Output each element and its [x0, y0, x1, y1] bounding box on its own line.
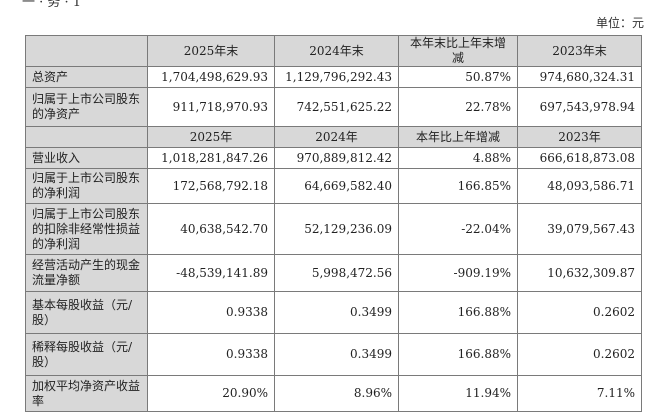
value-cell: 974,680,324.31 [517, 66, 642, 88]
value-cell: 20.90% [147, 375, 275, 412]
table-row: 总资产 1,704,498,629.93 1,129,796,292.43 50… [25, 66, 642, 88]
header-cell-2025: 2025年 [147, 126, 275, 148]
value-cell: 39,079,567.43 [517, 203, 642, 255]
value-cell: 64,669,582.40 [274, 168, 399, 204]
value-cell: 8.96% [274, 375, 399, 412]
header-cell-yoy-change: 本年比上年增减 [398, 126, 518, 148]
row-label: 稀释每股收益（元/股） [25, 333, 148, 376]
value-cell: 911,718,970.93 [147, 87, 275, 127]
value-cell: 4.88% [398, 147, 518, 169]
header-cell-2024-end: 2024年末 [274, 35, 399, 67]
header-cell-yoy-change-end: 本年末比上年末增减 [398, 35, 518, 67]
table-row: 基本每股收益（元/股） 0.9338 0.3499 166.88% 0.2602 [25, 291, 642, 334]
table-row: 归属于上市公司股东的净资产 911,718,970.93 742,551,625… [25, 87, 642, 127]
row-label: 归属于上市公司股东的净资产 [25, 87, 148, 127]
value-cell: 7.11% [517, 375, 642, 412]
row-label: 经营活动产生的现金流量净额 [25, 254, 148, 292]
value-cell: 697,543,978.94 [517, 87, 642, 127]
value-cell: 166.88% [398, 333, 518, 376]
header-cell-2023-end: 2023年末 [517, 35, 642, 67]
value-cell: 0.2602 [517, 291, 642, 334]
value-cell: 172,568,792.18 [147, 168, 275, 204]
table-row: 归属于上市公司股东的净利润 172,568,792.18 64,669,582.… [25, 168, 642, 204]
value-cell: -22.04% [398, 203, 518, 255]
value-cell: 0.3499 [274, 333, 399, 376]
value-cell: 5,998,472.56 [274, 254, 399, 292]
table-row: 归属于上市公司股东的扣除非经常性损益的净利润 40,638,542.70 52,… [25, 203, 642, 255]
value-cell: 0.2602 [517, 333, 642, 376]
value-cell: 166.88% [398, 291, 518, 334]
table2-header-row: 2025年 2024年 本年比上年增减 2023年 [25, 126, 642, 148]
previous-section-fragment: 一 · 务 · 1 [22, 0, 82, 10]
row-label: 营业收入 [25, 147, 148, 169]
row-label: 基本每股收益（元/股） [25, 291, 148, 334]
table-row: 经营活动产生的现金流量净额 -48,539,141.89 5,998,472.5… [25, 254, 642, 292]
row-label: 归属于上市公司股东的净利润 [25, 168, 148, 204]
value-cell: 166.85% [398, 168, 518, 204]
row-label: 归属于上市公司股东的扣除非经常性损益的净利润 [25, 203, 148, 255]
value-cell: 0.9338 [147, 333, 275, 376]
value-cell: 1,704,498,629.93 [147, 66, 275, 88]
row-label: 加权平均净资产收益率 [25, 375, 148, 412]
table-row: 营业收入 1,018,281,847.26 970,889,812.42 4.8… [25, 147, 642, 169]
header-cell-2025-end: 2025年末 [147, 35, 275, 67]
table-row: 加权平均净资产收益率 20.90% 8.96% 11.94% 7.11% [25, 375, 642, 412]
value-cell: -48,539,141.89 [147, 254, 275, 292]
table-row: 稀释每股收益（元/股） 0.9338 0.3499 166.88% 0.2602 [25, 333, 642, 376]
value-cell: 742,551,625.22 [274, 87, 399, 127]
value-cell: 1,018,281,847.26 [147, 147, 275, 169]
value-cell: 40,638,542.70 [147, 203, 275, 255]
unit-label: 单位：元 [595, 16, 644, 30]
financial-data-table: 2025年末 2024年末 本年末比上年末增减 2023年末 总资产 1,704… [25, 35, 642, 412]
table1-header-row: 2025年末 2024年末 本年末比上年末增减 2023年末 [25, 35, 642, 67]
value-cell: 0.9338 [147, 291, 275, 334]
row-label: 总资产 [25, 66, 148, 88]
value-cell: 50.87% [398, 66, 518, 88]
header-cell-blank [25, 126, 148, 148]
value-cell: 970,889,812.42 [274, 147, 399, 169]
value-cell: 52,129,236.09 [274, 203, 399, 255]
value-cell: 10,632,309.87 [517, 254, 642, 292]
header-cell-2023: 2023年 [517, 126, 642, 148]
header-cell-blank [25, 35, 148, 67]
value-cell: 11.94% [398, 375, 518, 412]
value-cell: 1,129,796,292.43 [274, 66, 399, 88]
value-cell: 48,093,586.71 [517, 168, 642, 204]
value-cell: 22.78% [398, 87, 518, 127]
value-cell: 666,618,873.08 [517, 147, 642, 169]
value-cell: 0.3499 [274, 291, 399, 334]
value-cell: -909.19% [398, 254, 518, 292]
header-cell-2024: 2024年 [274, 126, 399, 148]
